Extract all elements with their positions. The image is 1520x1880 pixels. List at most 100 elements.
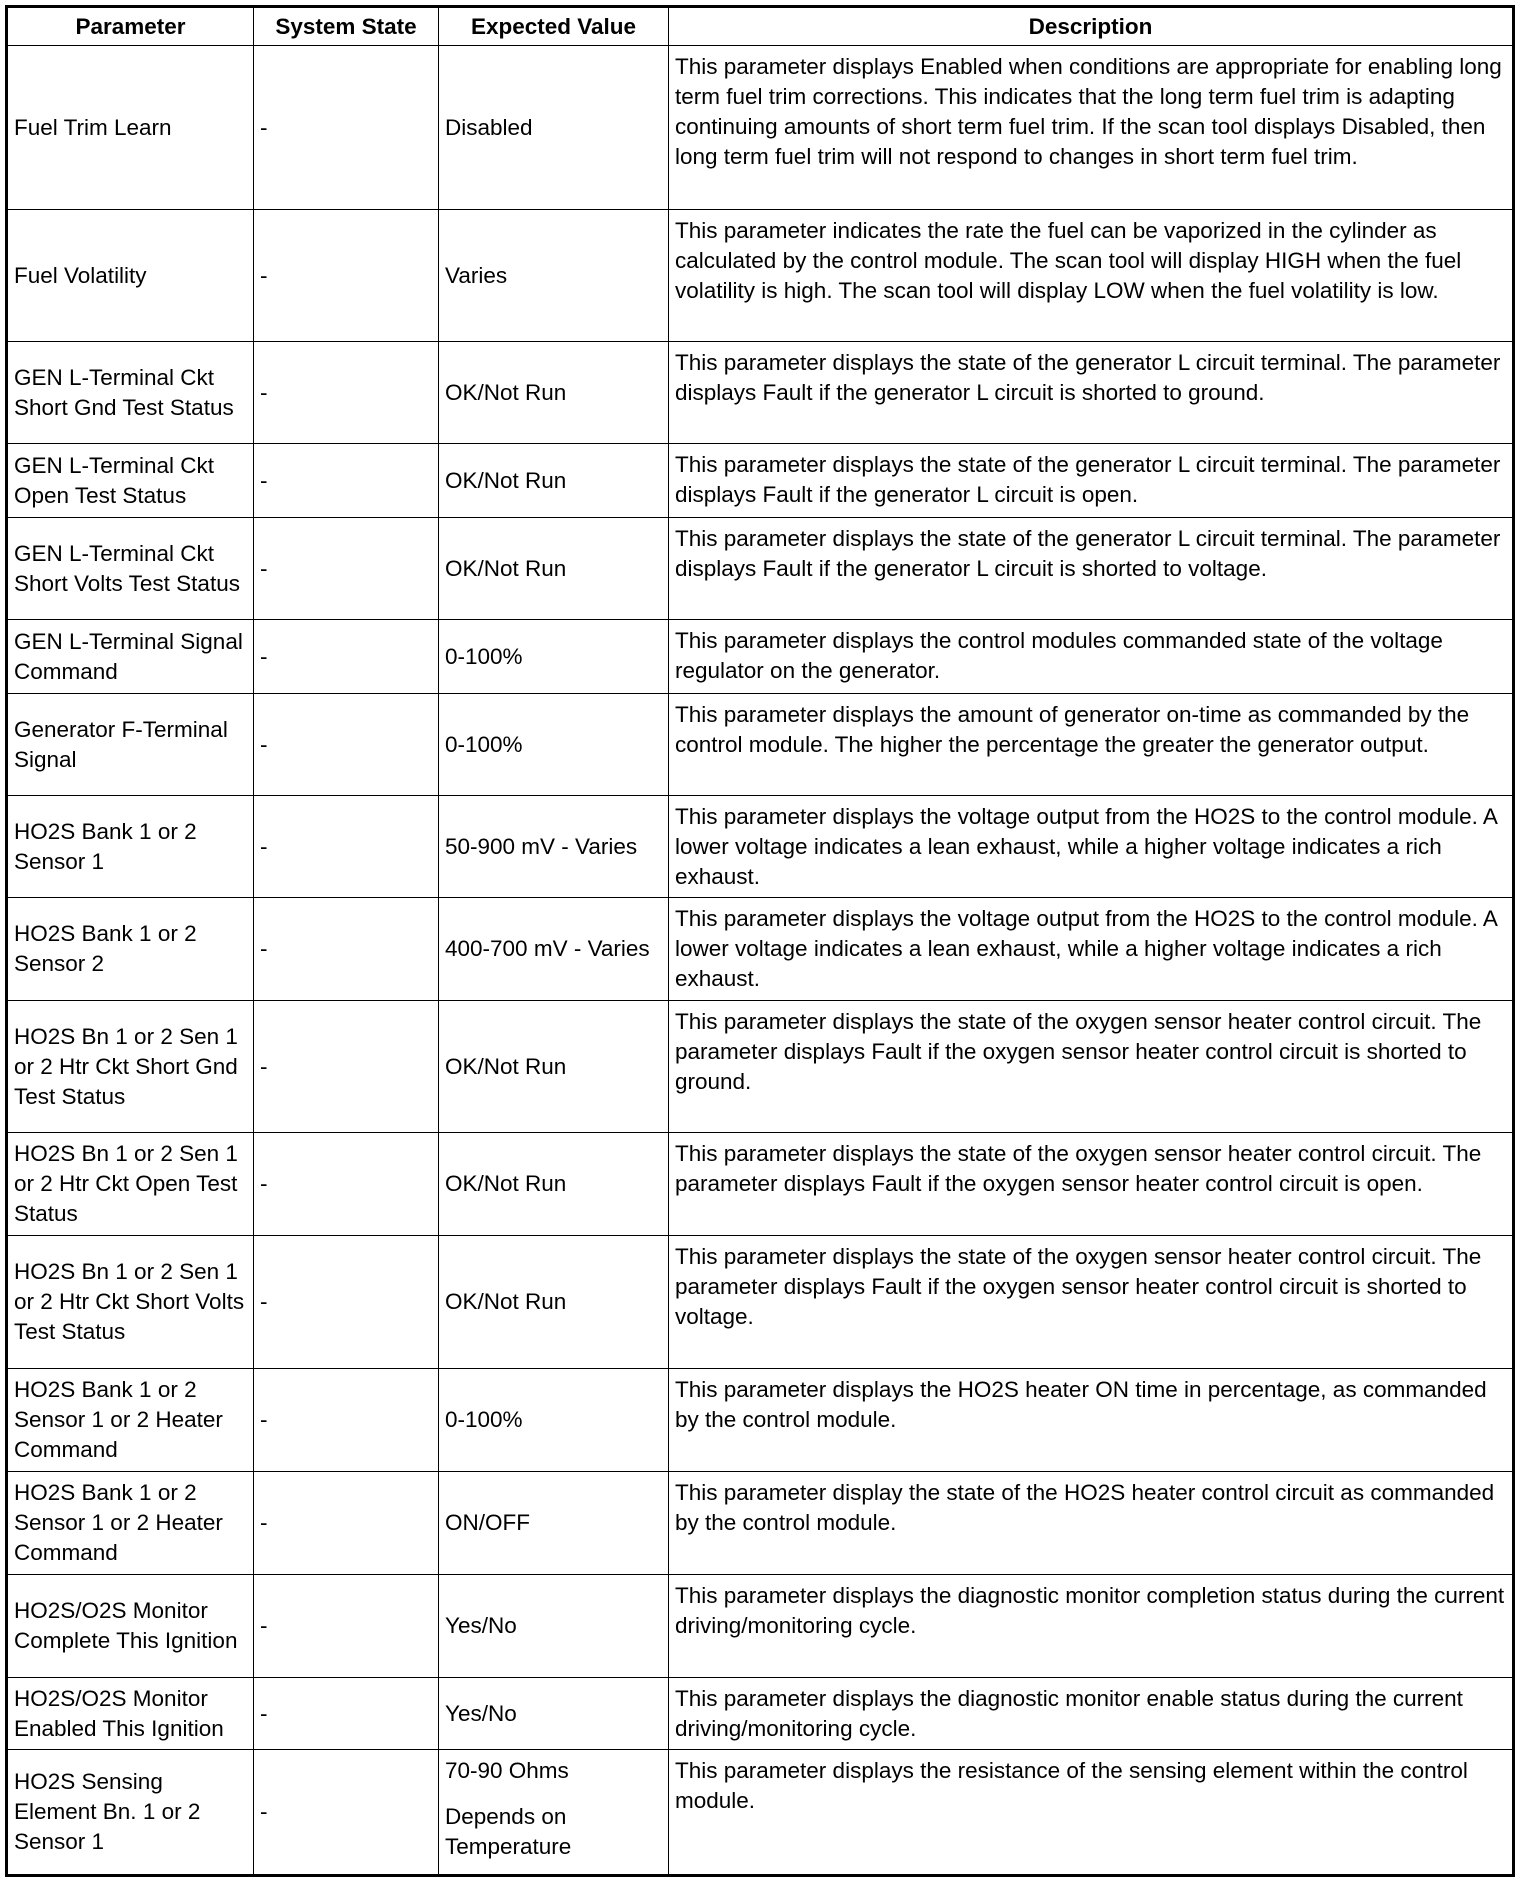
table-row: GEN L-Terminal Ckt Short Volts Test Stat… [6, 517, 1514, 620]
system-state-cell: - [253, 443, 439, 518]
description-cell: This parameter displays the diagnostic m… [668, 1677, 1514, 1750]
system-state-cell: - [253, 1677, 439, 1750]
description-cell: This parameter displays the state of the… [668, 1235, 1514, 1369]
system-state-cell: - [253, 1749, 439, 1876]
table-row: Fuel Volatility - Varies This parameter ind… [6, 209, 1514, 342]
description-cell: This parameter displays the diagnostic m… [668, 1574, 1514, 1678]
expected-value-text: 0-100% [445, 1407, 523, 1432]
parameter-cell: HO2S/O2S Monitor Enabled This Ignition [6, 1677, 254, 1750]
description-cell: This parameter indicates the rate the fu… [668, 209, 1514, 342]
description-cell: This parameter displays the voltage outp… [668, 897, 1514, 1001]
expected-value-cell: 70-90 Ohms Depends on Temperature [438, 1749, 669, 1876]
table-row: HO2S/O2S Monitor Enabled This Ignition - Y… [6, 1677, 1514, 1750]
expected-value-text: OK/Not Run [445, 467, 567, 493]
system-state-cell: - [253, 517, 439, 620]
description-cell: This parameter displays the control modu… [668, 619, 1514, 694]
expected-value-cell: 50-900 mV - Varies [438, 795, 669, 898]
system-state-cell: - [253, 1000, 439, 1133]
table-row: HO2S Bank 1 or 2 Sensor 1 or 2 Heater Co… [6, 1471, 1514, 1575]
table-row: HO2S Bank 1 or 2 Sensor 2-400-700 mV - V… [6, 897, 1514, 1001]
parameter-cell: GEN L-Terminal Signal Command [6, 619, 254, 694]
expected-value-cell: OK/Not Run [438, 1132, 669, 1236]
header-description: Description [668, 6, 1514, 46]
description-cell: This parameter displays Enabled when con… [668, 45, 1514, 210]
description-cell: This parameter displays the state of the… [668, 1000, 1514, 1133]
parameter-cell: GEN L-Terminal Ckt Open Test Status [6, 443, 254, 518]
expected-value-cell: OK/Not Run [438, 341, 669, 444]
system-state-cell: - [253, 1574, 439, 1678]
expected-value-text: Yes/No [445, 1700, 517, 1726]
expected-value-text: 400-700 mV - Varies [445, 936, 650, 961]
parameter-cell: Fuel Volatility [6, 209, 254, 342]
parameter-cell: GEN L-Terminal Ckt Short Gnd Test Status [6, 341, 254, 444]
expected-value-cell: ON/OFF [438, 1471, 669, 1575]
header-parameter: Parameter [6, 6, 254, 46]
expected-value-cell: OK/Not Run [438, 517, 669, 620]
expected-value-cell: OK/Not Run [438, 1235, 669, 1369]
expected-value-text: 50-900 mV - Varies [445, 833, 638, 859]
expected-value-cell: Yes/No [438, 1677, 669, 1750]
description-cell: This parameter displays the resistance o… [668, 1749, 1514, 1876]
expected-value-text: OK/Not Run [445, 1053, 567, 1079]
header-expected-value: Expected Value [438, 6, 669, 46]
expected-value-cell: Disabled [438, 45, 669, 210]
parameter-cell: Fuel Trim Learn [6, 45, 254, 210]
table-row: GEN L-Terminal Signal Command -0-100% This… [6, 619, 1514, 694]
system-state-cell: - [253, 897, 439, 1001]
parameter-cell: HO2S Bank 1 or 2 Sensor 1 or 2 Heater Co… [6, 1471, 254, 1575]
expected-value-text: OK/Not Run [445, 1171, 567, 1196]
table-row: GEN L-Terminal Ckt Short Gnd Test Status… [6, 341, 1514, 444]
header-system-state: System State [253, 6, 439, 46]
parameter-table: Parameter System State Expected Value De… [5, 5, 1515, 1877]
description-cell: This parameter displays the state of the… [668, 443, 1514, 518]
system-state-cell: - [253, 1368, 439, 1472]
description-cell: This parameter displays the HO2S heater … [668, 1368, 1514, 1472]
table-row: HO2S Bn 1 or 2 Sen 1 or 2 Htr Ckt Short … [6, 1000, 1514, 1133]
parameter-cell: HO2S Bn 1 or 2 Sen 1 or 2 Htr Ckt Open T… [6, 1132, 254, 1236]
table-row: Generator F-Terminal Signal -0-100% This p… [6, 693, 1514, 796]
description-cell: This parameter display the state of the … [668, 1471, 1514, 1575]
system-state-cell: - [253, 1471, 439, 1575]
table-row: Fuel Trim Learn - Disabled This parameter d… [6, 45, 1514, 210]
expected-value-text: Disabled [445, 114, 533, 140]
parameter-cell: HO2S/O2S Monitor Complete This Ignition [6, 1574, 254, 1678]
expected-value-text: Depends on Temperature [445, 1804, 572, 1859]
parameter-cell: GEN L-Terminal Ckt Short Volts Test Stat… [6, 517, 254, 620]
expected-value-text: 70-90 Ohms [445, 1758, 569, 1783]
table-row: HO2S Sensing Element Bn. 1 or 2 Sensor 1… [6, 1749, 1514, 1876]
system-state-cell: - [253, 341, 439, 444]
description-cell: This parameter displays the state of the… [668, 517, 1514, 620]
parameter-cell: HO2S Bank 1 or 2 Sensor 2 [6, 897, 254, 1001]
parameter-cell: HO2S Bank 1 or 2 Sensor 1 [6, 795, 254, 898]
expected-value-cell: 0-100% [438, 693, 669, 796]
expected-value-cell: 0-100% [438, 1368, 669, 1472]
parameter-cell: Generator F-Terminal Signal [6, 693, 254, 796]
expected-value-cell: OK/Not Run [438, 1000, 669, 1133]
description-cell: This parameter displays the amount of ge… [668, 693, 1514, 796]
expected-value-text: OK/Not Run [445, 1289, 567, 1314]
expected-value-cell: 0-100% [438, 619, 669, 694]
system-state-cell: - [253, 1235, 439, 1369]
header-row: Parameter System State Expected Value De… [6, 6, 1514, 46]
system-state-cell: - [253, 795, 439, 898]
system-state-cell: - [253, 619, 439, 694]
expected-value-text: 0-100% [445, 731, 523, 757]
expected-value-text: OK/Not Run [445, 379, 567, 405]
description-cell: This parameter displays the voltage outp… [668, 795, 1514, 898]
expected-value-text: Yes/No [445, 1613, 517, 1638]
system-state-cell: - [253, 1132, 439, 1236]
parameter-cell: HO2S Bank 1 or 2 Sensor 1 or 2 Heater Co… [6, 1368, 254, 1472]
expected-value-text: ON/OFF [445, 1510, 530, 1535]
table-row: HO2S Bn 1 or 2 Sen 1 or 2 Htr Ckt Short … [6, 1235, 1514, 1369]
description-cell: This parameter displays the state of the… [668, 341, 1514, 444]
parameter-cell: HO2S Bn 1 or 2 Sen 1 or 2 Htr Ckt Short … [6, 1000, 254, 1133]
table-row: HO2S/O2S Monitor Complete This Ignition -… [6, 1574, 1514, 1678]
expected-value-cell: OK/Not Run [438, 443, 669, 518]
system-state-cell: - [253, 45, 439, 210]
table-row: HO2S Bank 1 or 2 Sensor 1-50-900 mV - Va… [6, 795, 1514, 898]
expected-value-cell: 400-700 mV - Varies [438, 897, 669, 1001]
expected-value-text: 0-100% [445, 643, 523, 669]
expected-value-cell: Varies [438, 209, 669, 342]
table-row: HO2S Bn 1 or 2 Sen 1 or 2 Htr Ckt Open T… [6, 1132, 1514, 1236]
parameter-cell: HO2S Bn 1 or 2 Sen 1 or 2 Htr Ckt Short … [6, 1235, 254, 1369]
